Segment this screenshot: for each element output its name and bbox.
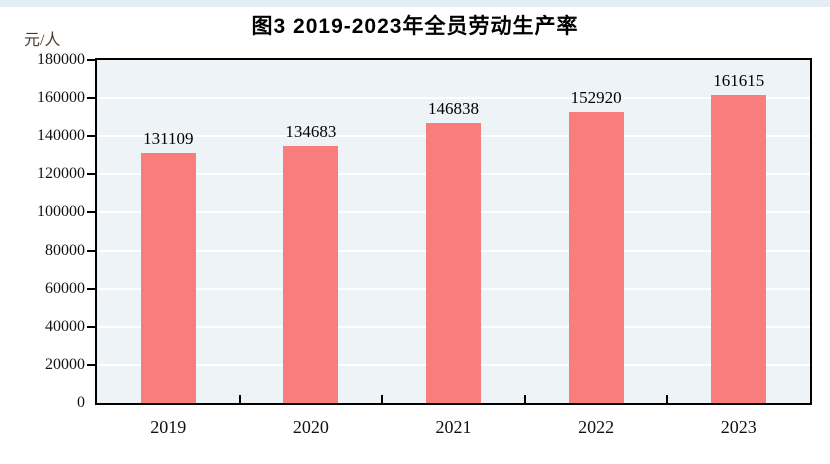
y-axis-tick <box>87 363 95 366</box>
y-axis-label: 160000 <box>37 89 85 107</box>
y-axis-label: 60000 <box>45 279 85 297</box>
y-axis-tick <box>87 97 95 100</box>
y-axis-tick <box>87 173 95 176</box>
x-axis-label: 2019 <box>150 417 187 437</box>
y-axis-label: 20000 <box>45 355 85 373</box>
x-axis-label: 2021 <box>435 417 472 437</box>
x-axis-label: 2020 <box>292 417 329 437</box>
y-axis-label: 40000 <box>45 317 85 335</box>
bar-2021 <box>426 123 481 403</box>
y-axis-label: 100000 <box>37 203 85 221</box>
bar-value-label: 131109 <box>143 129 194 149</box>
chart-title: 图3 2019-2023年全员劳动生产率 <box>251 15 579 38</box>
bar-value-label: 152920 <box>570 87 622 107</box>
bar-value-label: 161615 <box>713 71 765 91</box>
x-axis-tick <box>238 395 241 403</box>
y-axis-label: 80000 <box>45 241 85 259</box>
bar-value-label: 134683 <box>285 122 337 142</box>
y-axis-tick <box>87 249 95 252</box>
page-top-strip <box>0 0 830 7</box>
y-axis-tick <box>87 135 95 138</box>
y-axis-label: 120000 <box>37 165 85 183</box>
gridline <box>97 97 810 100</box>
bar-2019 <box>140 153 196 403</box>
y-axis-tick <box>87 59 95 61</box>
bar-2020 <box>283 146 339 403</box>
y-axis-tick <box>87 211 95 214</box>
bar-2023 <box>711 95 767 403</box>
y-axis-tick <box>87 325 95 328</box>
x-axis-label: 2023 <box>720 417 757 437</box>
y-axis-label: 180000 <box>37 51 85 68</box>
y-axis-label: 0 <box>77 394 85 411</box>
y-axis-label: 140000 <box>37 127 85 145</box>
x-axis-tick <box>666 395 669 403</box>
x-axis-tick <box>523 395 526 403</box>
x-axis-label: 2022 <box>578 417 615 437</box>
x-axis-tick <box>381 395 384 403</box>
y-axis-unit-label: 元/人 <box>24 32 61 49</box>
bar-value-label: 146838 <box>428 99 479 119</box>
plot-area: 131109 134683 146838 152920 161615 <box>95 58 812 405</box>
y-axis-tick <box>87 287 95 290</box>
bar-2022 <box>568 111 624 403</box>
